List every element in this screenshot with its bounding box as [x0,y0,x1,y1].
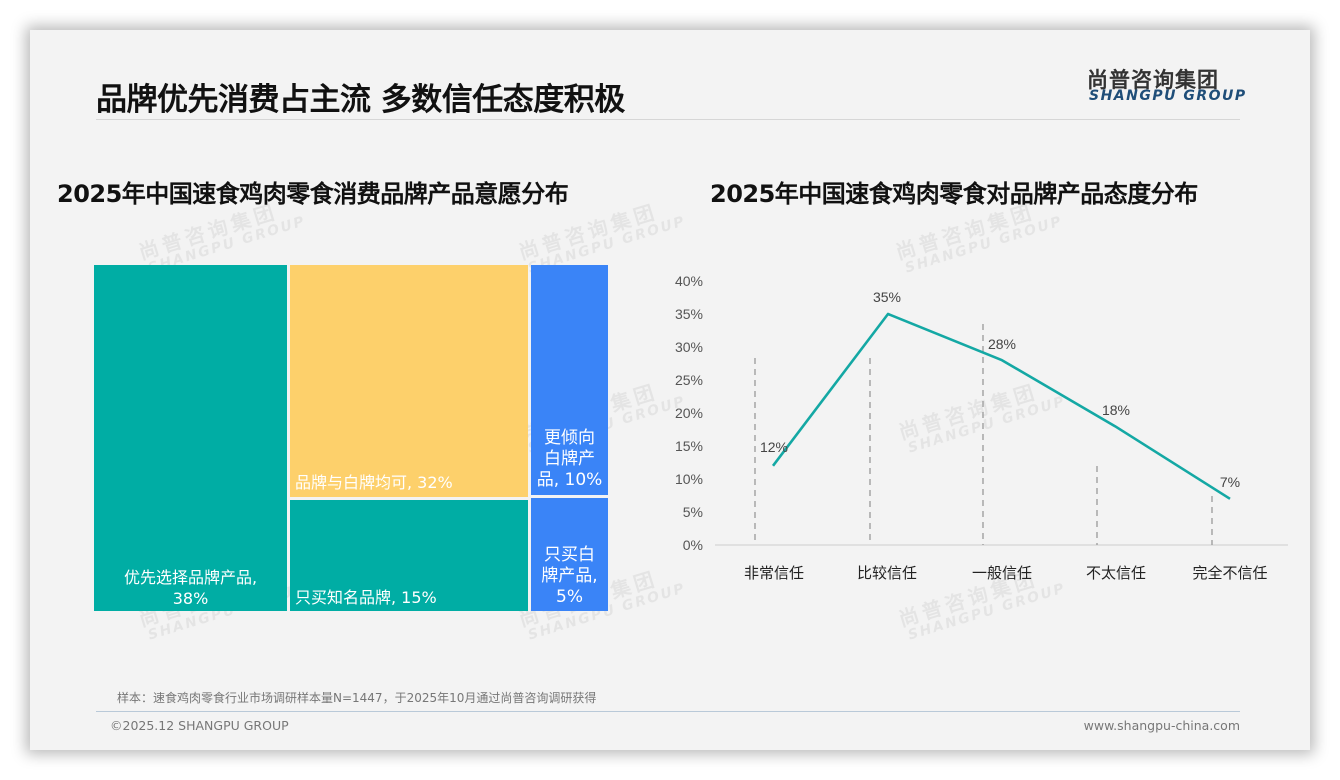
logo-chinese: 尚普咨询集团 [1087,68,1219,92]
data-label: 18% [1102,402,1130,418]
tile-label: 只买知名品牌, 15% [295,588,437,607]
copyright: ©2025.12 SHANGPU GROUP [110,718,289,733]
x-category: 完全不信任 [1192,564,1267,582]
treemap-tile-either: 品牌与白牌均可, 32% [290,265,528,497]
y-tick: 35% [675,306,703,322]
tile-label-line: 白牌产 [544,449,595,469]
data-labels: 12% 35% 28% 18% 7% [760,289,1240,490]
treemap-tile-lean-white-label: 更倾向 白牌产 品, 10% [531,265,608,495]
y-tick: 0% [683,537,703,553]
treemap-tile-white-label-only: 只买白 牌产品, 5% [531,498,608,611]
x-axis: 非常信任 比较信任 一般信任 不太信任 完全不信任 [744,564,1268,582]
sample-footnote: 样本：速食鸡肉零食行业市场调研样本量N=1447，于2025年10月通过尚普咨询… [117,691,597,705]
treemap-title: 2025年中国速食鸡肉零食消费品牌产品意愿分布 [57,180,569,208]
tile-label: 品牌与白牌均可, 32% [295,473,453,492]
tile-label: 优先选择品牌产品, [123,568,258,587]
tile-value: 38% [172,589,209,608]
website-link[interactable]: www.shangpu-china.com [1083,718,1240,733]
y-tick: 25% [675,372,703,388]
y-axis: 0% 5% 10% 15% 20% 25% 30% 35% 40% [675,273,703,553]
line-chart: 0% 5% 10% 15% 20% 25% 30% 35% 40% 12% 35… [675,273,1288,582]
treemap-tile-famous-only: 只买知名品牌, 15% [290,500,528,611]
tile-label-line: 更倾向 [544,428,595,448]
y-tick: 20% [675,405,703,421]
footer-divider [96,711,1240,712]
data-label: 12% [760,439,788,455]
y-tick: 30% [675,339,703,355]
y-tick: 5% [683,504,703,520]
y-tick: 10% [675,471,703,487]
x-category: 一般信任 [972,565,1032,582]
line-chart-title: 2025年中国速食鸡肉零食对品牌产品态度分布 [710,180,1198,208]
y-tick: 40% [675,273,703,289]
treemap-tile-prefer-brand: 优先选择品牌产品, 38% [94,265,287,611]
tile-label-line: 5% [556,587,583,607]
page-title: 品牌优先消费占主流 多数信任态度积极 [96,82,625,118]
x-category: 不太信任 [1086,565,1146,582]
tile-label-line: 品, 10% [536,470,603,490]
logo-english: SHANGPU GROUP [1089,88,1247,104]
drop-lines [754,324,1213,545]
trend-line [771,312,1231,500]
data-label: 28% [988,336,1016,352]
data-label: 7% [1220,474,1240,490]
y-tick: 15% [675,438,703,454]
treemap-chart: 优先选择品牌产品, 38% 品牌与白牌均可, 32% 只买知名品牌, 15% 更… [94,265,608,611]
slide: 品牌优先消费占主流 多数信任态度积极 尚普咨询集团 SHANGPU GROUP … [30,30,1310,750]
tile-label-line: 牌产品, [541,566,598,586]
tile-label-line: 只买白 [544,545,595,565]
data-label: 35% [873,289,901,305]
x-category: 比较信任 [857,564,917,582]
title-divider [96,119,1240,120]
x-category: 非常信任 [744,565,804,582]
